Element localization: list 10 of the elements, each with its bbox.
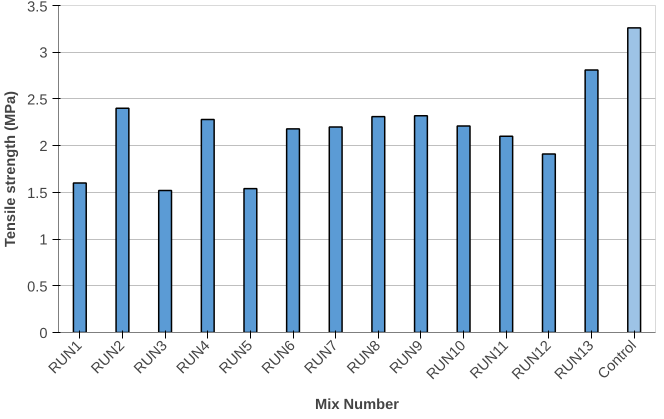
y-tick-label: 1.5	[27, 186, 48, 202]
y-tick-label: 0	[39, 326, 48, 342]
y-tick-label: 2.5	[27, 92, 48, 108]
y-tick-label: 3	[39, 46, 48, 62]
y-tick-label: 0.5	[27, 279, 48, 296]
y-tick-label: 2	[39, 139, 48, 156]
y-tick-label: 1	[39, 232, 48, 249]
x-axis-title: Mix Number	[315, 396, 400, 413]
y-tick-label: 3.5	[27, 0, 48, 16]
y-axis-title: Tensile strength (MPa)	[3, 90, 20, 248]
